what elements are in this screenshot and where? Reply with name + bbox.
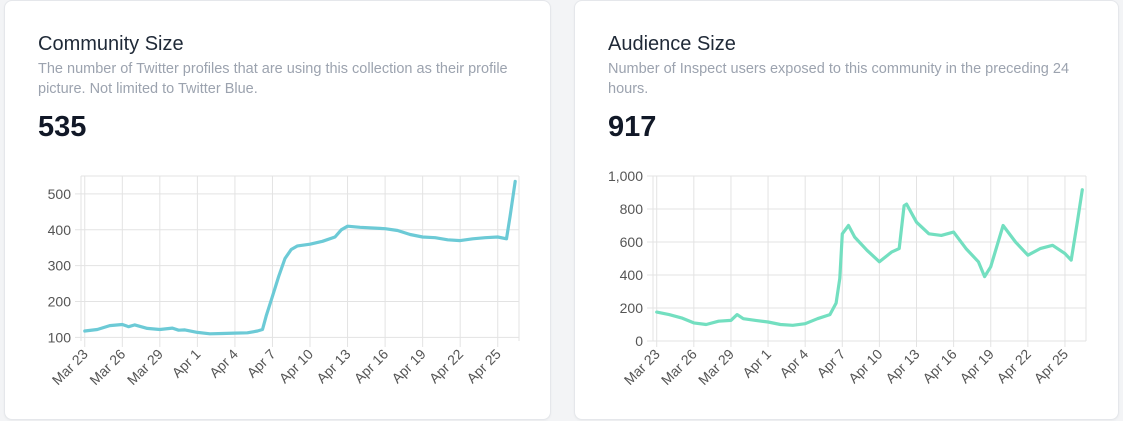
x-tick-label: Apr 10 [276, 346, 317, 387]
y-tick-label: 300 [48, 258, 72, 274]
y-tick-label: 400 [48, 222, 72, 238]
x-tick-label: Apr 16 [919, 346, 960, 387]
y-tick-label: 0 [635, 333, 643, 349]
x-tick-label: Mar 23 [49, 346, 91, 388]
x-tick-label: Apr 19 [388, 346, 429, 387]
x-tick-label: Apr 10 [845, 346, 886, 387]
x-tick-label: Apr 1 [169, 346, 204, 381]
x-tick-label: Apr 25 [1031, 346, 1072, 387]
y-tick-label: 400 [620, 267, 644, 283]
card-value: 535 [38, 111, 87, 143]
y-tick-label: 100 [48, 329, 72, 345]
card-title: Audience Size [608, 33, 736, 55]
y-tick-label: 500 [48, 186, 72, 202]
x-tick-label: Apr 13 [882, 346, 923, 387]
y-tick-label: 600 [620, 234, 644, 250]
audience-size-card: Audience Size Number of Inspect users ex… [574, 0, 1119, 420]
x-tick-label: Mar 29 [124, 346, 166, 388]
x-tick-label: Mar 26 [86, 346, 128, 388]
x-tick-label: Apr 7 [244, 346, 279, 381]
series-line [655, 188, 1084, 327]
card-subtitle: Number of Inspect users exposed to this … [608, 61, 1070, 97]
community-size-card: Community Size The number of Twitter pro… [4, 0, 551, 420]
x-tick-label: Apr 22 [993, 346, 1034, 387]
x-tick-label: Apr 4 [206, 346, 241, 381]
x-tick-label: Mar 23 [621, 346, 663, 388]
y-tick-label: 800 [620, 201, 644, 217]
x-tick-label: Apr 13 [313, 346, 354, 387]
series-line [83, 179, 517, 336]
x-tick-label: Mar 26 [658, 346, 700, 388]
x-tick-label: Apr 16 [351, 346, 392, 387]
x-tick-label: Apr 7 [813, 346, 848, 381]
x-tick-label: Apr 4 [776, 346, 811, 381]
y-tick-label: 200 [48, 294, 72, 310]
y-tick-label: 1,000 [608, 168, 643, 184]
x-tick-label: Apr 22 [426, 346, 467, 387]
x-tick-label: Apr 25 [463, 346, 504, 387]
x-tick-label: Apr 1 [739, 346, 774, 381]
card-subtitle: The number of Twitter profiles that are … [38, 61, 508, 97]
card-value: 917 [608, 111, 657, 143]
y-tick-label: 200 [620, 300, 644, 316]
x-tick-label: Mar 29 [695, 346, 737, 388]
x-tick-label: Apr 19 [956, 346, 997, 387]
card-title: Community Size [38, 33, 184, 55]
